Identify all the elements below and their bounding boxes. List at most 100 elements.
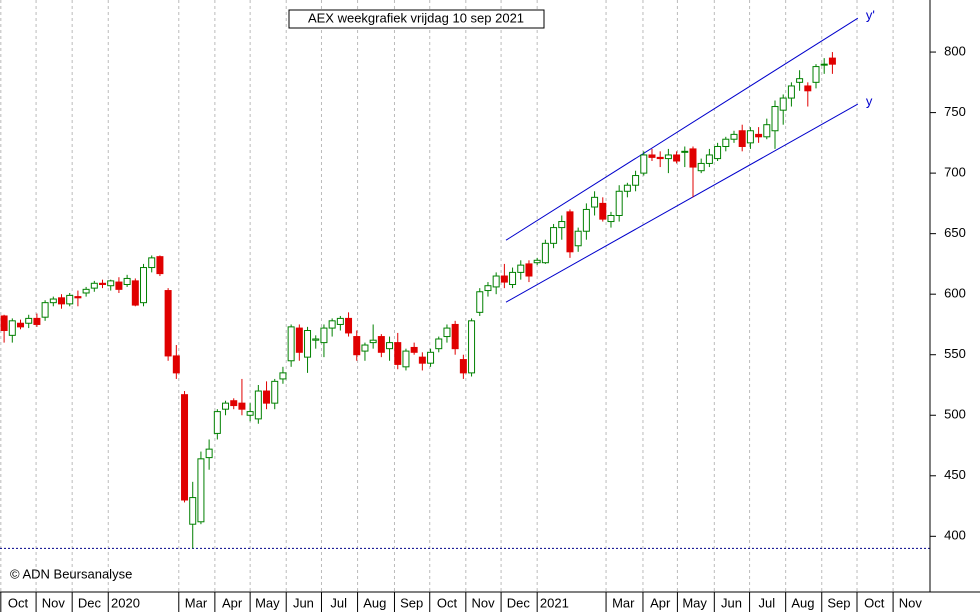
candle-body bbox=[689, 148, 697, 168]
candle-body bbox=[714, 145, 722, 160]
x-tick-label: Jul bbox=[758, 595, 775, 610]
candle-body bbox=[648, 154, 656, 158]
marks bbox=[0, 17, 930, 549]
x-tick-label: Sep bbox=[400, 595, 423, 610]
candle-body bbox=[66, 294, 74, 305]
candle-body bbox=[115, 281, 123, 290]
y-tick-label: 600 bbox=[944, 286, 966, 301]
x-tick-label: Apr bbox=[650, 595, 671, 610]
candle-body bbox=[17, 322, 25, 328]
channel-label: y' bbox=[866, 8, 875, 23]
candle-body bbox=[189, 497, 197, 525]
candle-body bbox=[336, 317, 344, 325]
candle-body bbox=[722, 138, 730, 147]
candle-body bbox=[664, 154, 672, 160]
candle-body bbox=[705, 154, 713, 164]
candle-body bbox=[673, 154, 681, 162]
candle-body bbox=[304, 330, 312, 358]
candle-body bbox=[82, 288, 90, 294]
candle-body bbox=[607, 214, 615, 223]
candle-body bbox=[558, 221, 566, 229]
x-tick-label: Sep bbox=[827, 595, 850, 610]
candle-body bbox=[99, 282, 107, 285]
candle-body bbox=[254, 390, 262, 420]
candle-body bbox=[123, 277, 131, 285]
x-tick-label: Jun bbox=[293, 595, 314, 610]
x-tick-label: Oct bbox=[864, 595, 885, 610]
candle-body bbox=[410, 346, 418, 353]
candle-body bbox=[328, 320, 336, 329]
candle-body bbox=[140, 267, 148, 304]
candle-body bbox=[755, 133, 763, 138]
candle-body bbox=[312, 338, 320, 341]
candle-body bbox=[730, 133, 738, 140]
candle-body bbox=[41, 302, 49, 318]
candle-body bbox=[517, 264, 525, 273]
y-tick-label: 450 bbox=[944, 467, 966, 482]
y-tick-label: 650 bbox=[944, 225, 966, 240]
candle-body bbox=[533, 259, 541, 264]
candle-body bbox=[320, 327, 328, 344]
candle-body bbox=[738, 130, 746, 147]
candle-body bbox=[148, 257, 156, 269]
candle-body bbox=[25, 317, 33, 324]
candle-body bbox=[205, 448, 213, 459]
candle-body bbox=[492, 275, 500, 288]
x-tick-label: May bbox=[682, 595, 707, 610]
candle-body bbox=[451, 323, 459, 350]
candle-body bbox=[763, 124, 771, 138]
candle-body bbox=[74, 296, 82, 299]
candle-body bbox=[33, 317, 41, 325]
x-tick-label: 2021 bbox=[540, 595, 569, 610]
candle-body bbox=[402, 350, 410, 368]
candle-body bbox=[697, 162, 705, 172]
candle-body bbox=[49, 298, 57, 304]
x-tick-label: Mar bbox=[185, 595, 208, 610]
candle-body bbox=[238, 402, 246, 410]
candle-body bbox=[591, 196, 599, 208]
candle-body bbox=[58, 297, 66, 305]
candle-body bbox=[386, 342, 394, 350]
candle-body bbox=[476, 291, 484, 313]
candle-body bbox=[804, 85, 812, 92]
candle-body bbox=[771, 106, 779, 132]
candle-body bbox=[656, 156, 664, 160]
candle-body bbox=[394, 342, 402, 365]
y-tick-label: 500 bbox=[944, 407, 966, 422]
candle-body bbox=[541, 242, 549, 264]
candle-body bbox=[287, 326, 295, 362]
y-tick-label: 800 bbox=[944, 43, 966, 58]
channel-line bbox=[505, 17, 859, 241]
candle-body bbox=[828, 57, 836, 65]
candle-body bbox=[640, 154, 648, 174]
candle-body bbox=[156, 256, 164, 275]
candle-body bbox=[443, 327, 451, 338]
y-tick-label: 400 bbox=[944, 528, 966, 543]
x-tick-label: Aug bbox=[791, 595, 814, 610]
chart-title: AEX weekgrafiek vrijdag 10 sep 2021 bbox=[308, 10, 524, 25]
x-tick-label: Nov bbox=[471, 595, 495, 610]
candle-body bbox=[582, 208, 590, 232]
candle-body bbox=[435, 338, 443, 350]
candle-body bbox=[525, 263, 533, 277]
y-tick-label: 700 bbox=[944, 165, 966, 180]
candle-body bbox=[107, 280, 115, 287]
x-tick-label: May bbox=[255, 595, 280, 610]
candle-body bbox=[8, 320, 16, 336]
candle-body bbox=[779, 97, 787, 111]
title-box bbox=[288, 9, 545, 29]
candle-body bbox=[484, 285, 492, 292]
x-tick-label: Dec bbox=[507, 595, 531, 610]
candle-body bbox=[615, 190, 623, 216]
x-tick-label: Jul bbox=[330, 595, 347, 610]
x-tick-label: Dec bbox=[78, 595, 102, 610]
candle-body bbox=[271, 380, 279, 404]
candle-body bbox=[787, 85, 795, 99]
candle-body bbox=[632, 175, 640, 186]
candle-body bbox=[279, 372, 287, 380]
candle-body bbox=[681, 150, 689, 153]
candle-body bbox=[418, 356, 426, 364]
candle-body bbox=[509, 271, 517, 285]
